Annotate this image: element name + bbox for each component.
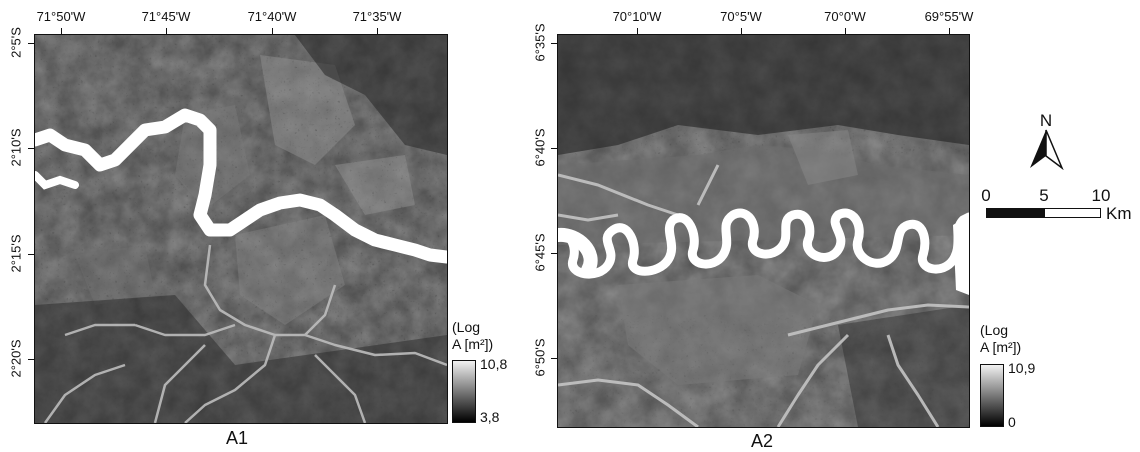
scale-label-0: 0 [981, 186, 991, 205]
a2-lat-tick: 6°50'S [532, 338, 548, 377]
a1-lat-tick: 2°20'S [8, 339, 24, 378]
scale-bar [986, 208, 1101, 218]
a2-lon-tick: 69°55'W [924, 9, 974, 24]
panel-title-a2: A2 [750, 431, 774, 451]
a2-colorbar [980, 364, 1004, 427]
scale-label-5: 5 [1039, 186, 1049, 205]
a2-legend-title-line1: (Log [980, 322, 1009, 338]
a2-legend-max: 10,9 [1008, 360, 1036, 376]
a1-lon-tick: 71°40'W [247, 9, 297, 24]
a1-legend-min: 3,8 [480, 409, 500, 425]
a1-lat-tick: 2°5'S [8, 27, 24, 58]
a2-lon-tick: 70°0'W [824, 9, 866, 24]
a1-lon-tick: 71°45'W [141, 9, 191, 24]
a2-lat-tick: 6°45'S [532, 233, 548, 272]
map-a1 [34, 34, 448, 424]
a1-legend-max: 10,8 [480, 356, 508, 372]
a1-colorbar [452, 360, 476, 423]
panel-title-a1: A1 [225, 428, 249, 448]
a2-lat-tick: 6°40'S [532, 128, 548, 167]
map-a2 [557, 34, 970, 428]
a1-legend-title-line2: A [m²]) [452, 336, 494, 352]
a1-lat-tick: 2°10'S [8, 128, 24, 167]
a1-legend-title-line1: (Log [452, 319, 481, 335]
a1-lat-tick: 2°15'S [8, 234, 24, 273]
a1-legend-title: (Log A [m²]) [452, 319, 493, 353]
a1-lon-tick: 71°50'W [36, 9, 86, 24]
north-arrow-label: N [1039, 111, 1053, 130]
a2-lat-tick: 6°35'S [532, 23, 548, 62]
a2-legend-title: (Log A [m²]) [980, 322, 1021, 356]
a2-legend-title-line2: A [m²]) [980, 339, 1022, 355]
a2-lon-tick: 70°5'W [720, 9, 762, 24]
a2-lon-tick: 70°10'W [612, 9, 662, 24]
north-arrow-icon [1030, 129, 1064, 170]
scale-unit: Km [1106, 204, 1132, 223]
north-arrow: N [1026, 112, 1066, 174]
scale-label-10: 10 [1091, 186, 1111, 205]
a1-lon-tick: 71°35'W [352, 9, 402, 24]
a2-legend-min: 0 [1008, 414, 1016, 430]
